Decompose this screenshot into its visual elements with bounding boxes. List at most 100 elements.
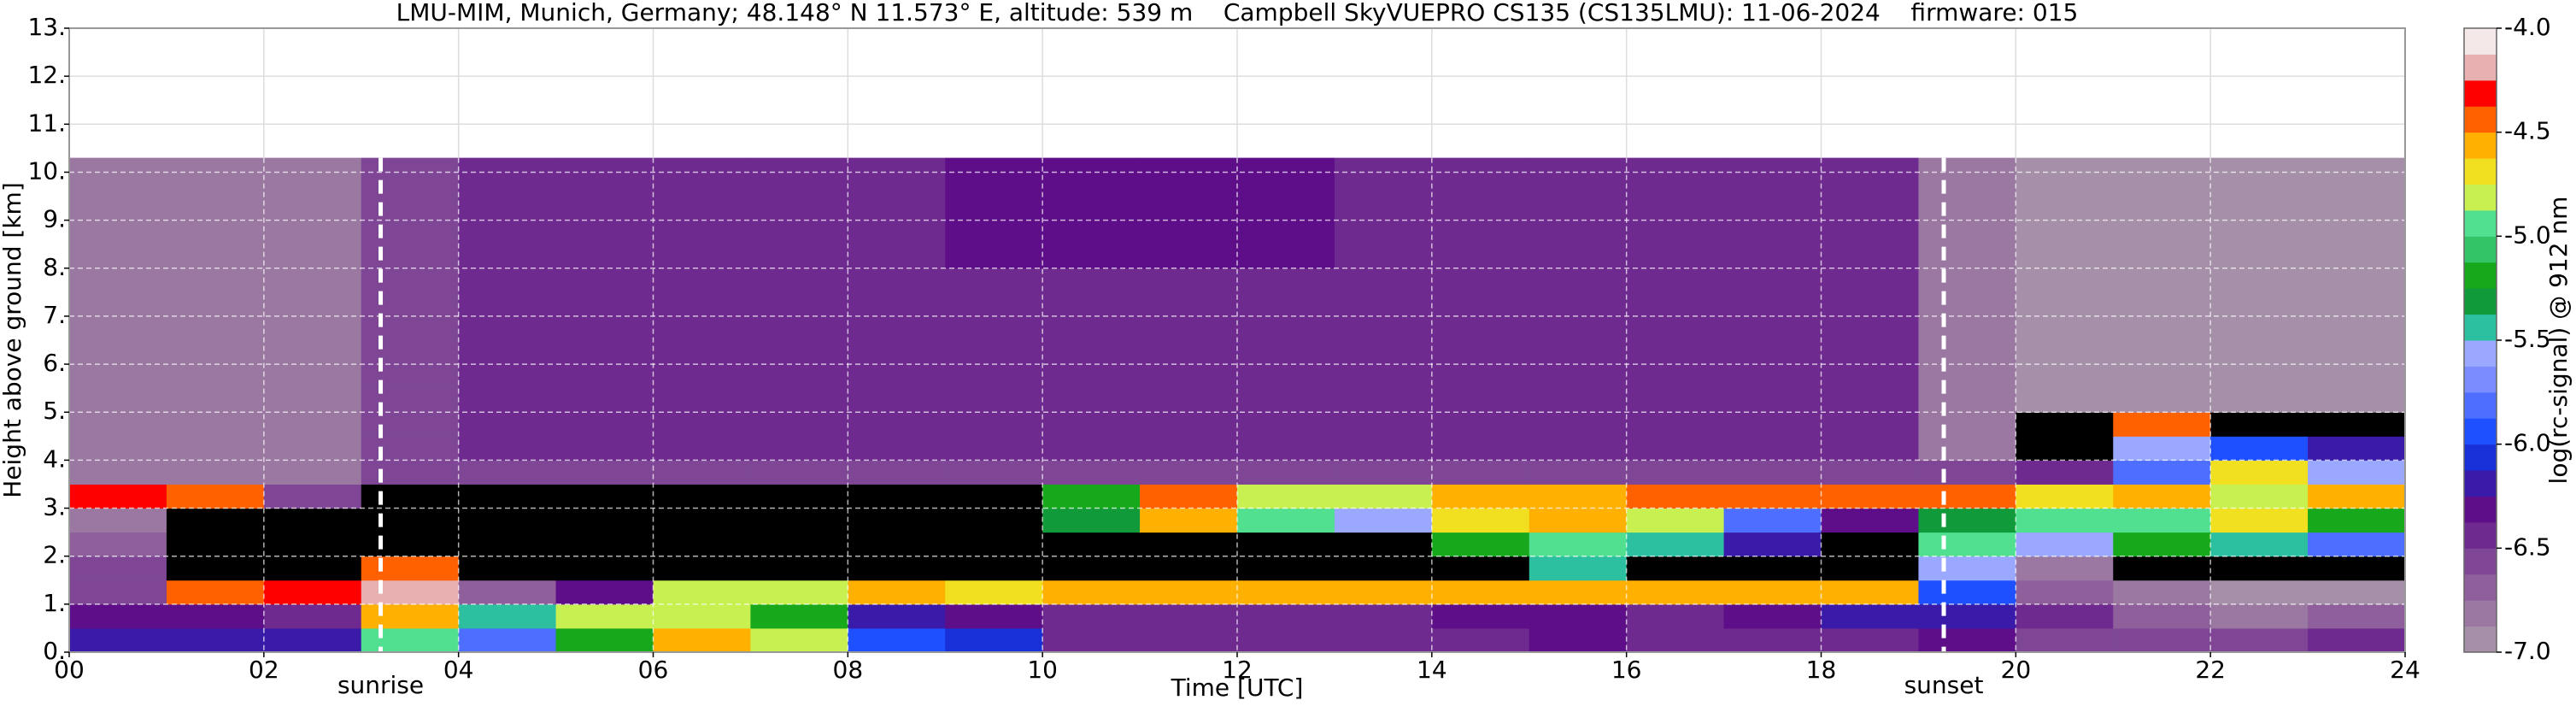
colorbar-band [2464,548,2497,575]
heatmap-cell [653,412,751,437]
heatmap-cell [1918,364,2016,389]
heatmap-cell [555,508,654,533]
heatmap-cell [1529,556,1628,581]
heatmap-cell [166,315,265,341]
heatmap-cell [458,508,557,533]
heatmap-cell [1042,627,1141,653]
heatmap-cell [2016,460,2114,485]
heatmap-cell [69,556,167,581]
colorbar-band [2464,79,2497,107]
heatmap-cell [1140,157,1238,173]
heatmap-cell [1918,603,2016,629]
heatmap-cell [361,172,460,197]
heatmap-cell [458,291,557,317]
heatmap-cell [1237,364,1335,389]
heatmap-cell [1626,172,1725,197]
heatmap-cell [945,244,1043,269]
heatmap-cell [1334,196,1433,221]
heatmap-cell [1237,556,1335,581]
heatmap-cell [848,315,946,341]
heatmap-cell [69,412,167,437]
heatmap-cell [263,244,362,269]
y-tick-label: 11. [27,109,66,137]
heatmap-cell [653,172,751,197]
heatmap-cell [2308,172,2406,197]
heatmap-cell [555,460,654,485]
heatmap-cell [1042,196,1141,221]
heatmap-cell [1334,508,1433,533]
heatmap-cell [166,532,265,557]
heatmap-cell [1237,340,1335,365]
heatmap-cell [2016,412,2114,437]
heatmap-cell [1529,436,1628,461]
heatmap-cell [750,532,848,557]
heatmap-cell [2308,196,2406,221]
heatmap-cell [458,268,557,293]
heatmap-cell [1140,291,1238,317]
heatmap-cell [2113,580,2211,605]
heatmap-cell [1334,484,1433,509]
heatmap-cell [263,340,362,365]
heatmap-cell [263,220,362,245]
heatmap-cell [2113,532,2211,557]
heatmap-cell [653,268,751,293]
colorbar-band [2464,418,2497,445]
x-axis-label: Time [UTC] [1171,674,1304,702]
heatmap-cell [361,412,460,437]
heatmap-cell [1140,196,1238,221]
heatmap-cell [1723,556,1822,581]
heatmap-cell [1529,172,1628,197]
heatmap-cell [1918,315,2016,341]
heatmap-cell [848,340,946,365]
heatmap-cell [1431,340,1530,365]
heatmap-cell [263,196,362,221]
heatmap-cell [2210,291,2309,317]
heatmap-cell [458,556,557,581]
heatmap-cell [1529,412,1628,437]
heatmap-cell [848,196,946,221]
heatmap-cell [555,340,654,365]
heatmap-cell [263,291,362,317]
heatmap-cell [1042,532,1141,557]
heatmap-cell [361,484,460,509]
heatmap-cell [945,412,1043,437]
heatmap-cell [848,556,946,581]
heatmap-cell [1334,603,1433,629]
heatmap-cell [361,340,460,365]
colorbar-label: log(rc-signal) @ 912 nm [2544,197,2573,485]
heatmap-cell [2113,220,2211,245]
x-tick-label: 24 [2390,656,2421,684]
heatmap-cell [166,340,265,365]
heatmap-cell [361,388,460,413]
heatmap-cell [555,580,654,605]
heatmap-cell [1140,484,1238,509]
heatmap-cell [1140,508,1238,533]
heatmap-cell [848,244,946,269]
y-tick-label: 13. [27,13,66,41]
heatmap-cell [166,220,265,245]
heatmap-cell [1334,172,1433,197]
heatmap-cell [2113,315,2211,341]
heatmap-cell [653,556,751,581]
colorbar-band [2464,106,2497,133]
heatmap-cell [361,436,460,461]
heatmap-cell [1918,436,2016,461]
heatmap-cell [653,340,751,365]
heatmap-cell [1140,172,1238,197]
heatmap-cell [555,244,654,269]
heatmap-cell [69,244,167,269]
heatmap-cell [1237,244,1335,269]
heatmap-cell [1042,220,1141,245]
heatmap-cell [945,340,1043,365]
heatmap-cell [848,291,946,317]
heatmap-cell [1431,603,1530,629]
heatmap-cell [1529,340,1628,365]
heatmap-cell [2113,268,2211,293]
heatmap-cell [2308,220,2406,245]
heatmap-cell [1821,388,1919,413]
heatmap-cell [1723,603,1822,629]
heatmap-cell [653,157,751,173]
heatmap-cell [945,460,1043,485]
heatmap-cell [1334,244,1433,269]
heatmap-cell [555,556,654,581]
